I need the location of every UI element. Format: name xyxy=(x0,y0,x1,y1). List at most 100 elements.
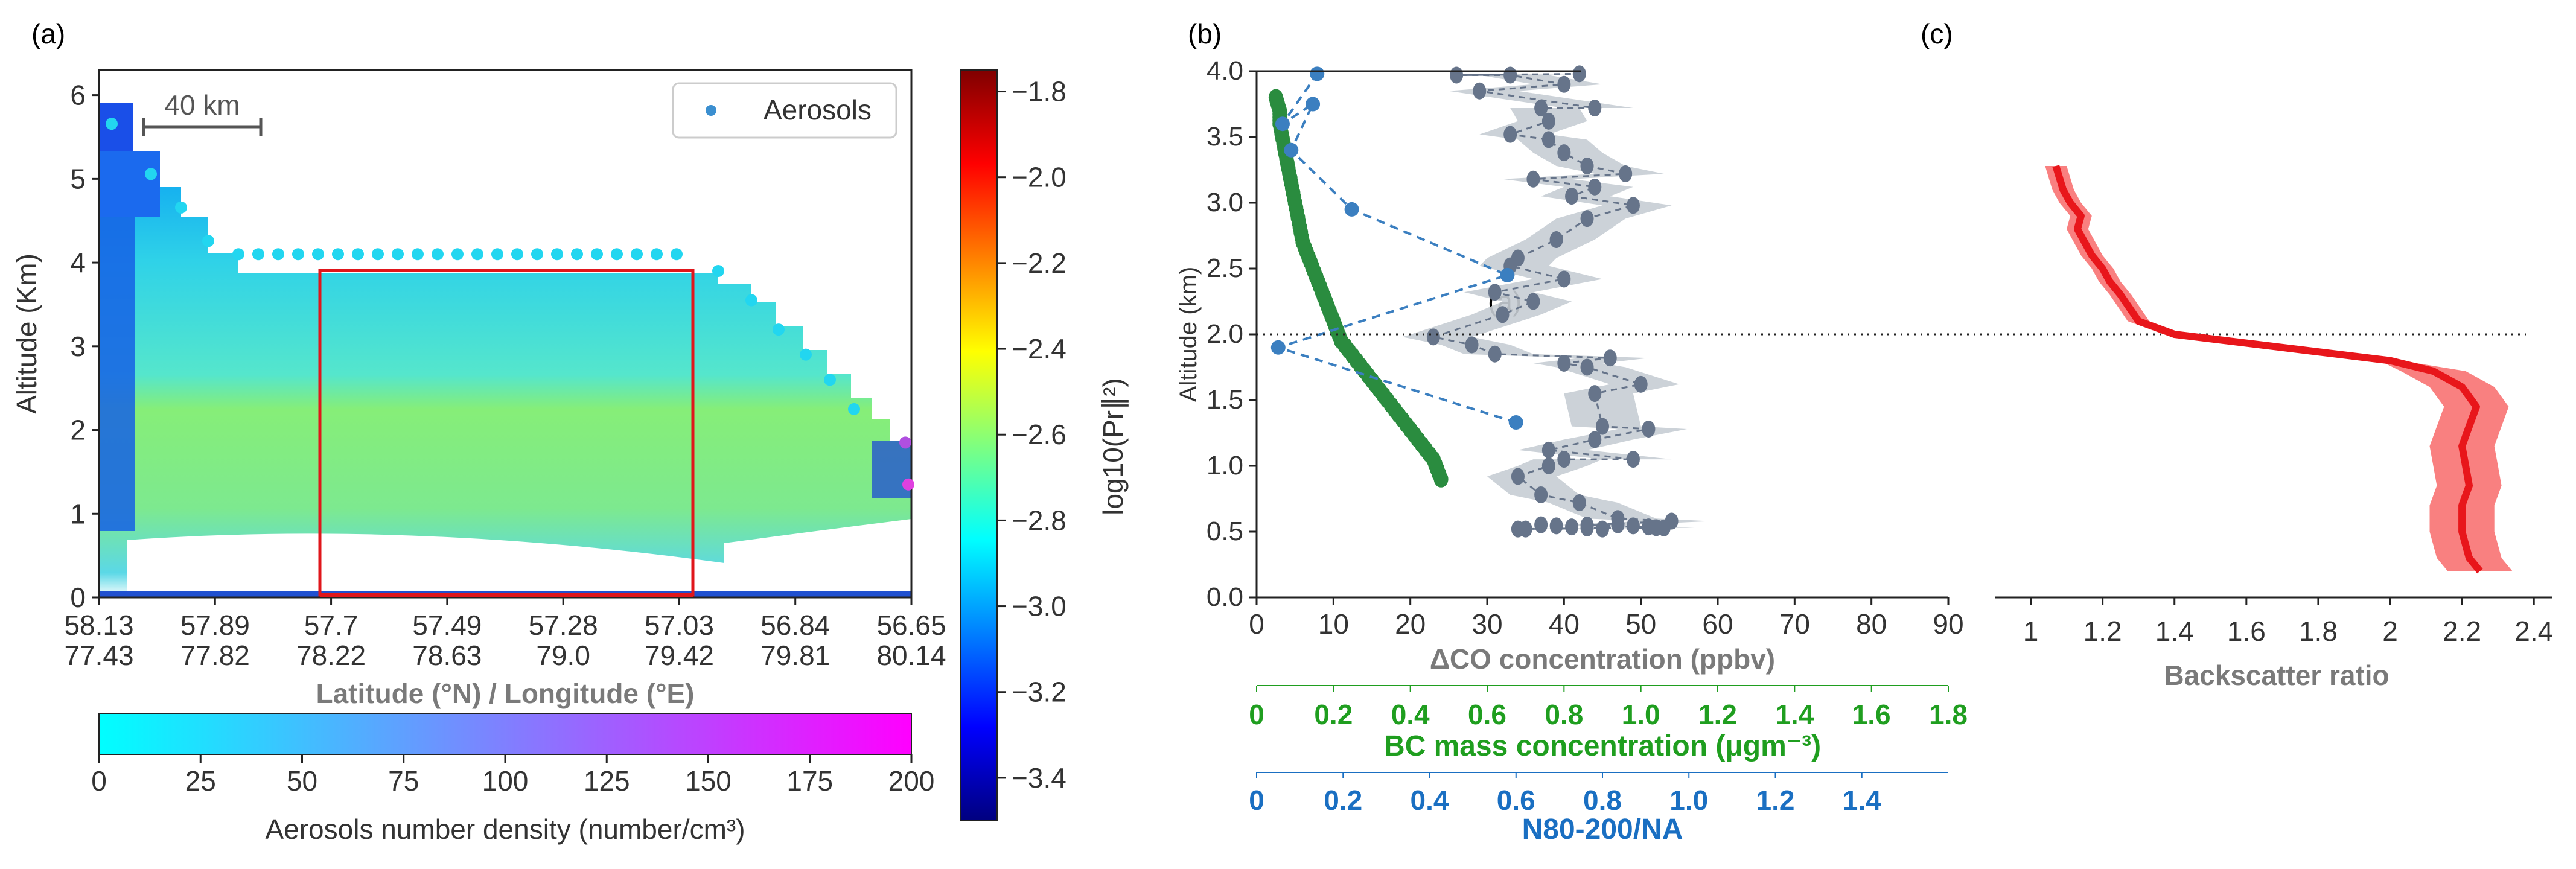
scale-bar-label: 40 km xyxy=(164,89,240,121)
aerosol-marker xyxy=(392,248,404,261)
panel-label-a: (a) xyxy=(31,18,65,49)
x-tick-label-lon: 78.22 xyxy=(296,640,366,671)
co-point xyxy=(1588,385,1602,403)
legend-marker xyxy=(706,105,716,116)
heatmap-blank-region xyxy=(724,519,911,597)
aerosol-marker xyxy=(412,248,424,261)
colorbar-tick-label: −2.0 xyxy=(1012,162,1066,193)
co-point xyxy=(1580,157,1594,174)
x-axis-title-n: N80-200/NA xyxy=(1522,813,1683,845)
x-tick-label: 0 xyxy=(1249,785,1264,816)
co-point xyxy=(1488,345,1502,363)
x-tick-label-lat: 57.7 xyxy=(304,610,359,641)
y-axis-title-b: Altitude (km) xyxy=(1175,267,1202,403)
co-point xyxy=(1557,451,1571,468)
y-tick-label: 1 xyxy=(70,498,86,529)
x-tick-label: 1.6 xyxy=(1852,699,1891,730)
x-tick-label: 0.8 xyxy=(1545,699,1583,730)
colorbar-tick-label: −3.4 xyxy=(1012,762,1066,794)
colorbar-tick-label: 25 xyxy=(185,765,216,797)
x-tick-label: 2 xyxy=(2382,616,2398,647)
co-point xyxy=(1534,486,1548,503)
aerosol-marker xyxy=(631,248,643,261)
x-tick-label: 1.0 xyxy=(1622,699,1660,730)
y-tick-label: 4.0 xyxy=(1207,56,1243,86)
co-point xyxy=(1503,126,1517,143)
colorbar-tick-label: 100 xyxy=(482,765,529,797)
y-axis-a: 0 1 2 3 4 5 6 xyxy=(70,80,99,613)
co-point xyxy=(1580,210,1594,228)
aerosol-marker xyxy=(531,248,543,261)
y-tick-label: 2.5 xyxy=(1207,253,1243,283)
y-tick-label: 5 xyxy=(70,163,86,194)
colorbar-log-label: log10(Pr∥²) xyxy=(1097,378,1129,515)
aerosol-marker xyxy=(292,248,304,261)
legend-label: Aerosols xyxy=(764,94,872,126)
x-axis-bc: 0 0.2 0.4 0.6 0.8 1.0 1.2 1.4 1.6 1.8 xyxy=(1249,686,1968,730)
aerosol-marker xyxy=(352,248,364,261)
co-point xyxy=(1526,170,1540,188)
colorbar-aerosols xyxy=(98,713,912,755)
aerosol-marker xyxy=(232,248,244,261)
y-tick-label: 3.5 xyxy=(1207,122,1243,151)
n-ratio-point xyxy=(1500,267,1515,282)
n-ratio-point xyxy=(1344,202,1359,217)
co-point xyxy=(1596,520,1609,538)
colorbar-tick-label: −2.4 xyxy=(1012,333,1066,364)
aerosol-marker xyxy=(202,235,214,247)
x-axis-title-a: Latitude (°N) / Longitude (°E) xyxy=(316,678,694,709)
heatmap-fill xyxy=(99,103,911,597)
colorbar-tick-label: −3.0 xyxy=(1012,591,1066,622)
co-point xyxy=(1526,293,1540,310)
colorbar-tick-label: 125 xyxy=(584,765,630,797)
co-point xyxy=(1580,358,1594,376)
colorbar-aerosols-label: Aerosols number density (number/cm³) xyxy=(265,813,745,845)
colorbar-tick-label: 150 xyxy=(685,765,732,797)
co-point xyxy=(1541,441,1555,459)
co-point xyxy=(1557,144,1571,162)
co-point xyxy=(1603,349,1617,367)
aerosol-marker xyxy=(272,248,284,261)
x-tick-label: 10 xyxy=(1318,608,1349,640)
aerosol-marker xyxy=(145,168,157,180)
aerosol-marker xyxy=(651,248,663,261)
x-tick-label: 2.2 xyxy=(2443,616,2481,647)
y-tick-label: 3 xyxy=(70,331,86,362)
y-tick-label: 1.0 xyxy=(1207,451,1243,480)
colorbar-tick-label: −1.8 xyxy=(1012,76,1066,107)
x-tick-label-lat: 56.84 xyxy=(760,610,830,641)
x-tick-label: 0 xyxy=(1249,608,1264,640)
aerosol-marker xyxy=(745,294,757,307)
aerosol-marker xyxy=(312,248,324,261)
co-point xyxy=(1541,112,1555,130)
y-tick-label: 2.0 xyxy=(1207,319,1243,349)
colorbar-tick-label: −3.2 xyxy=(1012,676,1066,708)
x-axis-title-c: Backscatter ratio xyxy=(2164,660,2389,691)
aerosol-marker xyxy=(899,436,911,449)
n-ratio-point xyxy=(1306,97,1321,112)
n-ratio-point xyxy=(1275,116,1290,132)
co-point xyxy=(1511,249,1525,267)
co-point xyxy=(1596,418,1609,435)
x-tick-label: 30 xyxy=(1471,608,1502,640)
heatmap-dark-cell xyxy=(99,217,135,531)
x-tick-label: 1.4 xyxy=(1775,699,1814,730)
n-ratio-point xyxy=(1284,142,1299,158)
co-point xyxy=(1565,188,1579,205)
co-point xyxy=(1626,197,1640,214)
co-point xyxy=(1557,75,1571,93)
co-point xyxy=(1549,517,1563,535)
x-tick-label: 1.8 xyxy=(2299,616,2338,647)
y-tick-label: 3.0 xyxy=(1207,188,1243,217)
x-tick-label: 1.4 xyxy=(1843,785,1881,816)
co-point xyxy=(1557,270,1571,288)
co-point xyxy=(1473,82,1487,100)
x-tick-label: 1.8 xyxy=(1929,699,1968,730)
colorbar-tick-label: 50 xyxy=(287,765,317,797)
aerosol-marker xyxy=(773,323,785,336)
profile-plot-c xyxy=(2045,165,2513,574)
n-ratio-point xyxy=(1270,340,1286,355)
n-ratio-point xyxy=(1310,66,1325,81)
y-tick-label: 1.5 xyxy=(1207,385,1243,415)
